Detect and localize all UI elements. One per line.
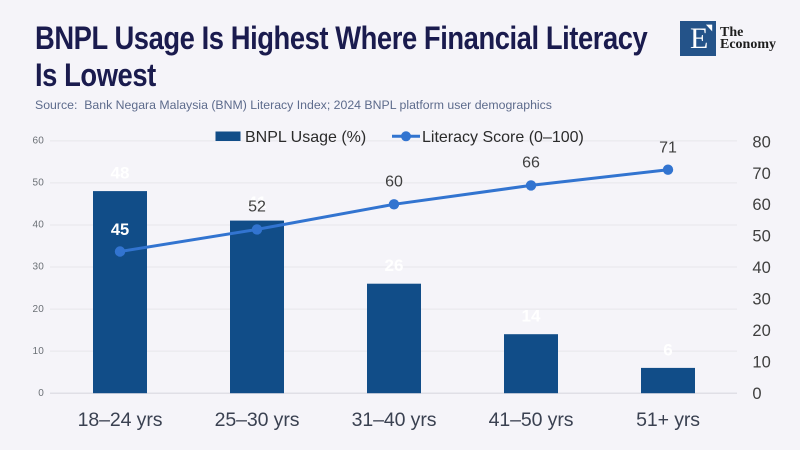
svg-text:10: 10 xyxy=(752,354,770,372)
svg-text:14: 14 xyxy=(522,307,541,326)
svg-text:45: 45 xyxy=(111,221,129,239)
svg-text:18–24 yrs: 18–24 yrs xyxy=(78,409,163,431)
svg-text:60: 60 xyxy=(385,174,403,191)
svg-text:40: 40 xyxy=(32,220,44,231)
svg-text:Literacy Score (0–100): Literacy Score (0–100) xyxy=(422,129,584,146)
svg-text:30: 30 xyxy=(752,291,770,309)
svg-text:66: 66 xyxy=(522,155,540,172)
svg-text:30: 30 xyxy=(32,262,44,273)
svg-text:BNPL Usage (%): BNPL Usage (%) xyxy=(245,129,366,146)
svg-text:50: 50 xyxy=(32,178,44,189)
svg-text:41: 41 xyxy=(248,193,267,212)
svg-text:71: 71 xyxy=(659,140,677,157)
svg-text:60: 60 xyxy=(32,136,44,147)
svg-text:70: 70 xyxy=(752,165,770,183)
svg-text:41–50 yrs: 41–50 yrs xyxy=(489,409,574,431)
svg-text:50: 50 xyxy=(752,228,770,246)
svg-text:48: 48 xyxy=(111,164,130,183)
svg-text:60: 60 xyxy=(752,196,770,214)
svg-text:31–40 yrs: 31–40 yrs xyxy=(352,409,437,431)
svg-text:0: 0 xyxy=(752,385,761,403)
svg-text:26: 26 xyxy=(385,256,404,275)
svg-text:52: 52 xyxy=(248,199,266,216)
svg-text:40: 40 xyxy=(752,259,770,277)
svg-text:80: 80 xyxy=(752,133,770,151)
svg-text:20: 20 xyxy=(752,322,770,340)
svg-text:25–30 yrs: 25–30 yrs xyxy=(215,409,300,431)
svg-text:10: 10 xyxy=(32,346,44,357)
svg-text:0: 0 xyxy=(38,388,44,399)
svg-text:20: 20 xyxy=(32,304,44,315)
svg-text:6: 6 xyxy=(663,340,672,359)
svg-text:51+ yrs: 51+ yrs xyxy=(636,409,700,431)
